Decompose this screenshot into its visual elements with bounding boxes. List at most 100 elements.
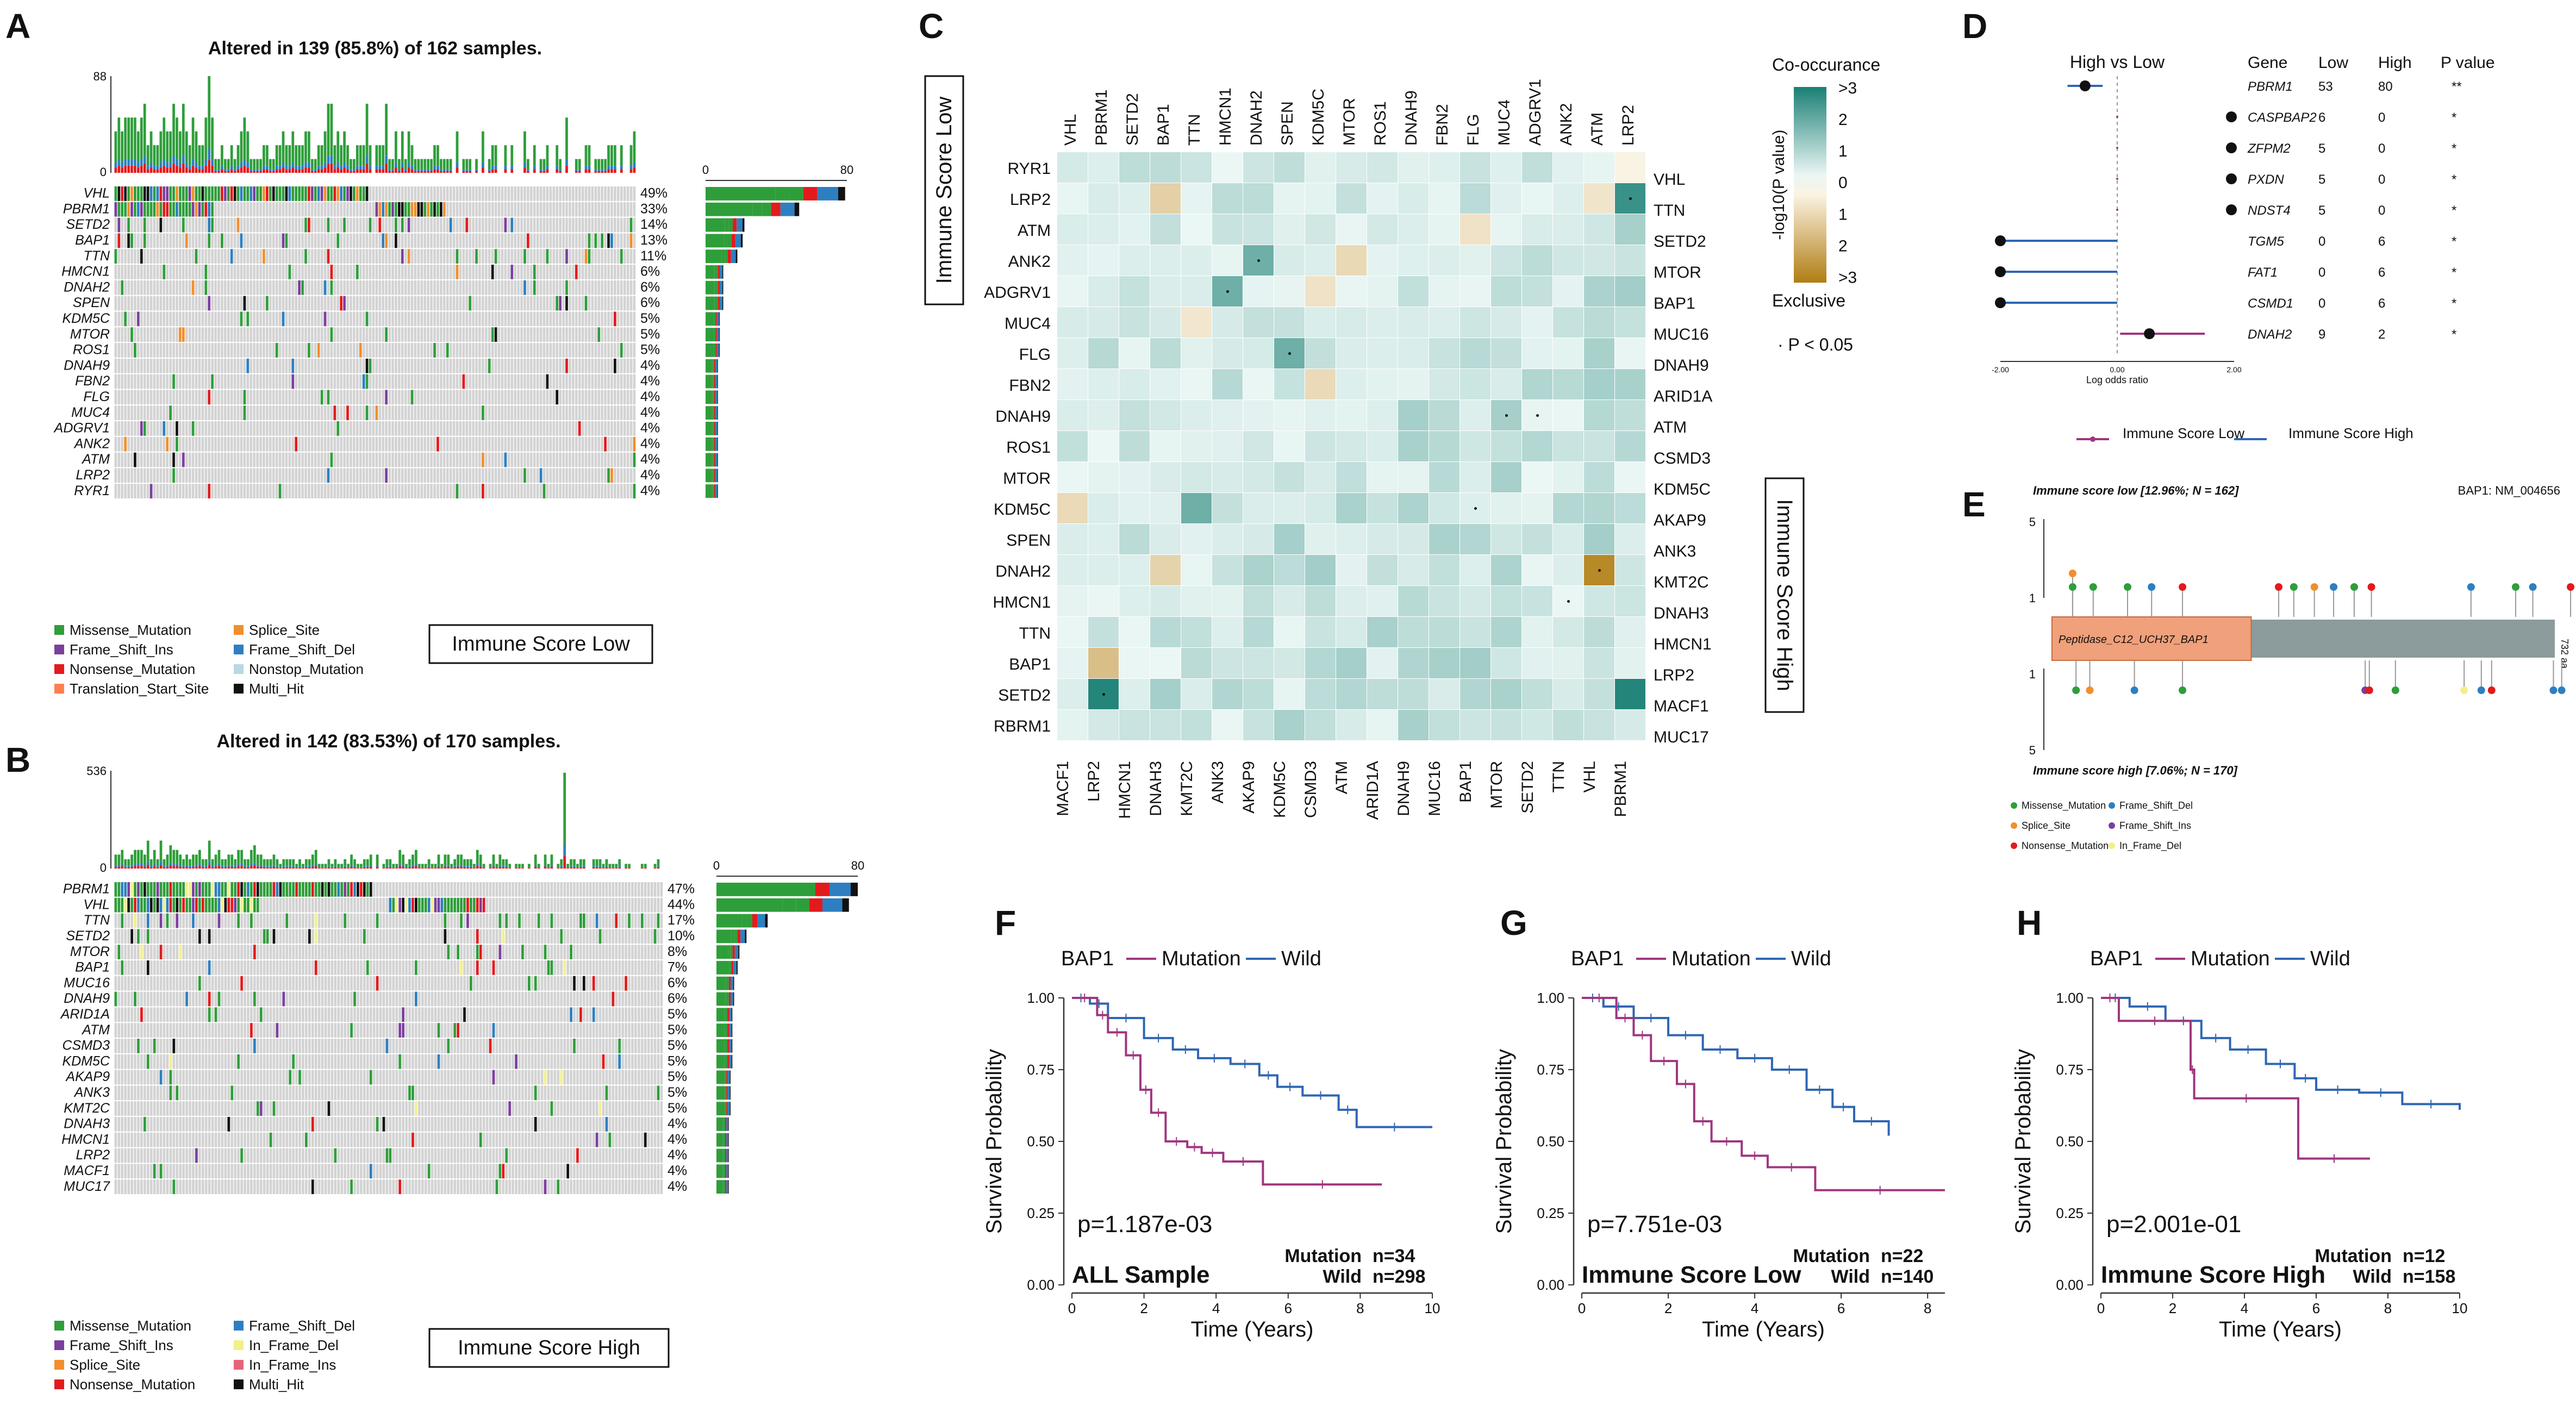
oncoplot-cell xyxy=(166,390,169,405)
oncoplot-cell xyxy=(472,296,475,311)
oncoplot-cell xyxy=(149,265,153,279)
oncoplot-cell xyxy=(494,249,497,264)
oncoplot-cell xyxy=(365,265,369,279)
oncoplot-cell xyxy=(153,484,156,498)
oncoplot-cell xyxy=(256,405,259,420)
oncoplot-cell xyxy=(424,913,427,928)
oncoplot-cell xyxy=(392,929,395,944)
oncoplot-cell xyxy=(385,897,389,913)
oncoplot-cell xyxy=(621,960,625,975)
oncoplot-cell xyxy=(529,343,533,358)
oncoplot-cell xyxy=(569,311,571,327)
oncoplot-cell xyxy=(223,343,227,358)
side-bar-segment xyxy=(720,296,722,310)
oncoplot-cell xyxy=(594,484,597,498)
oncoplot-cell xyxy=(401,358,404,373)
top-bar xyxy=(253,171,256,173)
oncoplot-cell xyxy=(317,280,320,295)
oncoplot-cell xyxy=(584,468,588,483)
oncoplot-cell xyxy=(140,186,143,201)
oncoplot-cell xyxy=(653,897,657,913)
oncoplot-cell xyxy=(330,311,333,327)
gene-label: PBRM1 xyxy=(63,882,110,897)
top-bar xyxy=(359,169,362,173)
label-box-text: Immune Score Low xyxy=(452,633,630,655)
oncoplot-cell xyxy=(440,249,442,264)
oncoplot-cell xyxy=(176,186,178,201)
oncoplot-cell xyxy=(127,913,130,928)
oncoplot-cell xyxy=(256,358,259,373)
oncoplot-cell xyxy=(323,280,327,295)
oncoplot-cell xyxy=(304,296,307,311)
oncoplot-cell xyxy=(357,913,359,928)
oncoplot-cell xyxy=(407,358,410,373)
oncoplot-cell xyxy=(114,484,117,498)
top-bar xyxy=(488,169,491,171)
oncoplot-cell xyxy=(540,913,544,928)
oncoplot-cell xyxy=(143,882,146,897)
oncoplot-cell xyxy=(134,390,136,405)
oncoplot-cell xyxy=(179,358,182,373)
oncoplot-cell xyxy=(562,390,565,405)
oncoplot-cell xyxy=(333,374,336,389)
oncoplot-cell xyxy=(634,960,637,975)
oncoplot-cell xyxy=(420,358,423,373)
oncoplot-cell xyxy=(153,452,156,467)
oncoplot-cell xyxy=(494,233,497,248)
oncoplot-cell xyxy=(417,374,420,389)
top-bar xyxy=(614,166,616,170)
oncoplot-cell xyxy=(259,421,262,436)
oncoplot-cell xyxy=(417,929,421,944)
oncoplot-cell xyxy=(479,960,482,975)
oncoplot-cell xyxy=(420,311,423,327)
gene-label: DNAH9 xyxy=(64,358,110,373)
oncoplot-cell xyxy=(378,327,382,342)
oncoplot-cell xyxy=(250,913,253,928)
side-bar-segment xyxy=(713,359,714,373)
side-bar-segment xyxy=(715,359,718,373)
oncoplot-cell xyxy=(514,249,517,264)
oncoplot-cell xyxy=(404,343,407,358)
oncoplot-cell xyxy=(527,436,529,452)
oncoplot-cell xyxy=(272,358,275,373)
oncoplot-cell xyxy=(330,327,333,342)
oncoplot-cell xyxy=(214,311,217,327)
oncoplot-cell xyxy=(504,374,507,389)
oncoplot-cell xyxy=(469,484,472,498)
oncoplot-cell xyxy=(623,233,626,248)
oncoplot-cell xyxy=(488,217,491,233)
oncoplot-cell xyxy=(501,233,504,248)
oncoplot-cell xyxy=(557,897,560,913)
oncoplot-cell xyxy=(236,265,240,279)
oncoplot-cell xyxy=(542,436,546,452)
side-bar-segment xyxy=(716,344,719,357)
oncoplot-cell xyxy=(565,202,568,217)
oncoplot-cell xyxy=(625,929,627,944)
oncoplot-cell xyxy=(472,358,475,373)
oncoplot-cell xyxy=(282,436,285,452)
oncoplot-cell xyxy=(433,327,436,342)
oncoplot-cell xyxy=(559,468,562,483)
top-bar xyxy=(397,171,401,173)
oncoplot-cell xyxy=(507,421,510,436)
oncoplot-cell xyxy=(208,343,211,358)
oncoplot-cell xyxy=(204,327,208,342)
oncoplot-cell xyxy=(143,945,146,959)
oncoplot-cell xyxy=(484,436,488,452)
oncoplot-cell xyxy=(201,233,204,248)
oncoplot-cell xyxy=(317,882,321,897)
side-bar-segment xyxy=(787,883,801,896)
oncoplot-cell xyxy=(494,374,497,389)
oncoplot-cell xyxy=(217,265,220,279)
oncoplot-cell xyxy=(498,960,502,975)
oncoplot-cell xyxy=(350,405,352,420)
oncoplot-cell xyxy=(330,343,333,358)
oncoplot-cell xyxy=(298,897,301,913)
oncoplot-cell xyxy=(308,358,310,373)
oncoplot-cell xyxy=(149,311,153,327)
oncoplot-cell xyxy=(130,249,133,264)
gene-label: FBN2 xyxy=(75,373,110,389)
oncoplot-cell xyxy=(208,945,211,959)
oncoplot-cell xyxy=(475,343,478,358)
oncoplot-cell xyxy=(397,233,401,248)
